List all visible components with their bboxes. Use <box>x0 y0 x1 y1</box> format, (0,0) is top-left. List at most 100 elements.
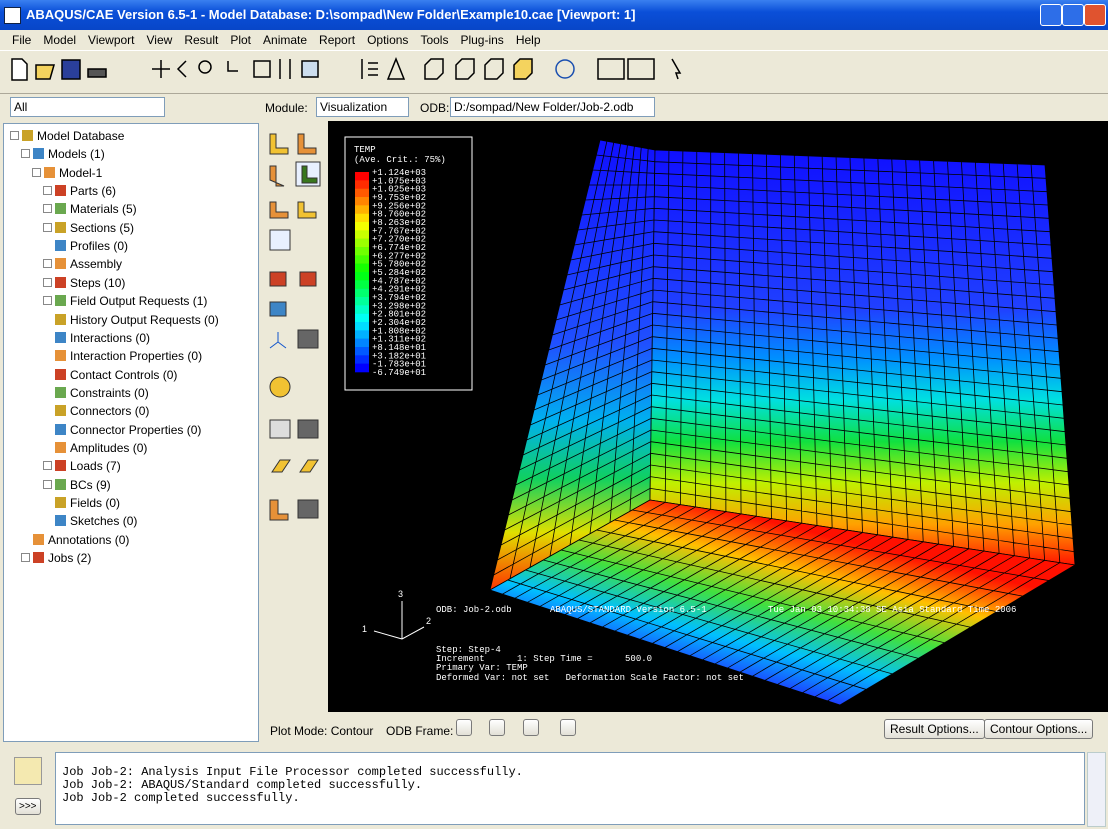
legend-subtitle: (Ave. Crit.: 75%) <box>354 155 446 165</box>
maximize-button[interactable] <box>1062 4 1084 26</box>
tree-item[interactable]: Field Output Requests (1) <box>70 294 208 309</box>
module-combo[interactable]: Visualization <box>316 97 409 117</box>
plot-mode: Plot Mode: Contour <box>270 724 374 738</box>
tree-item[interactable]: Loads (7) <box>70 459 121 474</box>
message-icon[interactable] <box>14 757 42 785</box>
legend-swatch <box>355 172 369 181</box>
previous-frame-button[interactable] <box>489 719 505 736</box>
menu-item[interactable]: Tools <box>420 33 449 47</box>
tree-item[interactable]: Models (1) <box>48 147 105 162</box>
legend-swatch <box>355 338 369 348</box>
tree-item[interactable]: Interaction Properties (0) <box>70 349 203 364</box>
first-frame-button[interactable] <box>456 719 472 736</box>
tree-item[interactable]: Amplitudes (0) <box>70 440 148 455</box>
viewport[interactable]: TEMP (Ave. Crit.: 75%) +1.124e+03+1.075e… <box>328 121 1108 712</box>
tree-item[interactable]: Annotations (0) <box>48 532 130 547</box>
legend-value: +1.075e+03 <box>372 176 426 186</box>
toolbox-icons <box>269 133 321 521</box>
legend-value: +3.794e+02 <box>372 293 426 303</box>
contour-model <box>489 139 1076 706</box>
tree-item[interactable]: Parts (6) <box>70 184 117 199</box>
tree-item[interactable]: Connectors (0) <box>70 404 150 419</box>
menu-item[interactable]: File <box>12 33 32 47</box>
legend-swatch <box>355 272 369 281</box>
menu-item[interactable]: Animate <box>263 33 308 47</box>
tree-expander[interactable] <box>43 222 52 232</box>
tree-item[interactable]: BCs (9) <box>70 477 111 492</box>
command-prompt-button[interactable]: >>> <box>15 798 41 815</box>
tree-item[interactable]: Connector Properties (0) <box>70 422 202 437</box>
tree-expander[interactable] <box>32 167 41 177</box>
tree-icon <box>55 423 66 435</box>
tree-icon <box>55 515 66 527</box>
tree-item[interactable]: Constraints (0) <box>70 385 149 400</box>
contour-legend: TEMP (Ave. Crit.: 75%) +1.124e+03+1.075e… <box>344 136 473 391</box>
menu-item[interactable]: Plot <box>230 33 252 47</box>
contour-options-button[interactable]: Contour Options... <box>984 719 1094 739</box>
tree-item[interactable]: Sketches (0) <box>70 514 138 529</box>
tree-item[interactable]: Sections (5) <box>70 220 135 235</box>
tree-expander[interactable] <box>43 186 52 196</box>
tree-expander[interactable] <box>43 204 52 214</box>
legend-swatch <box>355 330 369 339</box>
last-frame-button[interactable] <box>560 719 576 736</box>
tree-item[interactable]: History Output Requests (0) <box>70 312 219 327</box>
tree-icon <box>33 552 44 564</box>
tree-icon <box>55 441 66 453</box>
legend-swatch <box>355 205 369 214</box>
mesh-lines <box>649 149 1076 566</box>
tree-icon <box>55 295 66 307</box>
message-scrollbar[interactable] <box>1087 752 1106 827</box>
tree-item[interactable]: Interactions (0) <box>70 330 151 345</box>
tree-expander[interactable] <box>43 479 52 489</box>
close-button[interactable] <box>1084 4 1106 26</box>
tree-icon <box>33 148 44 160</box>
tree-expander[interactable] <box>21 553 30 563</box>
tree-icon <box>55 258 66 270</box>
next-frame-button[interactable] <box>523 719 539 736</box>
info-step: Step: Step-4 <box>436 645 501 655</box>
legend-value: +1.808e+02 <box>372 326 426 336</box>
tree-icon <box>55 497 66 508</box>
tree-item[interactable]: Fields (0) <box>70 496 121 510</box>
tree-item[interactable]: Steps (10) <box>70 275 126 290</box>
tree-item[interactable]: Contact Controls (0) <box>70 367 178 382</box>
tree-expander[interactable] <box>43 277 52 287</box>
legend-swatch <box>355 263 369 273</box>
tree-expander[interactable] <box>43 296 52 306</box>
menu-item[interactable]: Report <box>319 33 356 47</box>
tree-item[interactable]: Materials (5) <box>70 202 137 217</box>
legend-swatch <box>355 355 369 364</box>
menu-item[interactable]: Options <box>367 33 409 47</box>
legend-swatch <box>355 238 369 248</box>
tree-expander[interactable] <box>43 461 52 471</box>
minimize-button[interactable] <box>1040 4 1062 26</box>
result-options-button[interactable]: Result Options... <box>884 719 985 739</box>
legend-title: TEMP <box>354 145 376 155</box>
menu-item[interactable]: Plug-ins <box>460 33 504 47</box>
legend-value: +4.787e+02 <box>372 276 426 286</box>
menu-item[interactable]: Model <box>43 33 77 47</box>
tree-item[interactable]: Model-1 <box>59 165 103 180</box>
tree-expander[interactable] <box>43 259 52 269</box>
tree-icon <box>55 203 66 215</box>
tree-item[interactable]: Assembly <box>70 257 123 272</box>
plot-controls: Plot Mode: Contour ODB Frame: Result Opt… <box>260 713 1108 745</box>
tree-item[interactable]: Model Database <box>37 129 125 143</box>
menu-item[interactable]: Viewport <box>88 33 135 47</box>
odb-combo[interactable]: D:/sompad/New Folder/Job-2.odb <box>450 97 655 117</box>
legend-value: +8.148e+01 <box>372 343 426 353</box>
tree-item[interactable]: Jobs (2) <box>48 551 92 566</box>
menu-item[interactable]: Help <box>515 33 541 47</box>
tree-expander[interactable] <box>21 149 30 159</box>
tree-expander[interactable] <box>10 131 19 140</box>
tree-item[interactable]: Profiles (0) <box>70 239 129 254</box>
filter-combo[interactable]: All <box>10 97 165 117</box>
legend-swatch <box>355 313 369 323</box>
legend-value: +6.774e+02 <box>372 243 426 253</box>
legend-value: +1.124e+03 <box>372 168 426 178</box>
triad-label: 1 <box>362 624 367 634</box>
legend-value: +1.311e+02 <box>372 335 426 345</box>
menu-item[interactable]: View <box>146 33 173 47</box>
menu-item[interactable]: Result <box>184 33 219 47</box>
